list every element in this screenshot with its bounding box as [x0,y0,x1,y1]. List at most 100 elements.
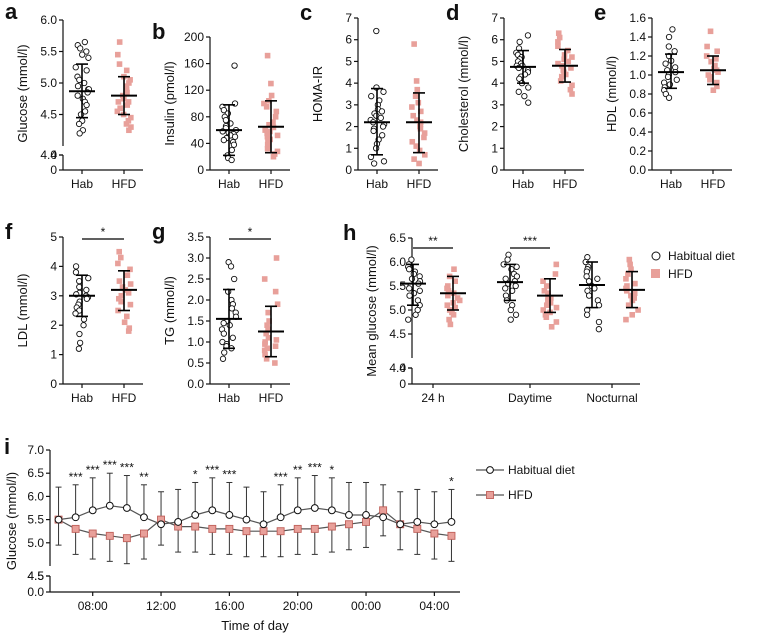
hab-point [310,504,319,512]
hab-point [74,92,81,99]
hfd-point [262,351,268,358]
hab-point [231,133,239,140]
legend-hfd-label: HFD [508,488,533,502]
hfd-point [263,330,269,337]
hfd-point [128,124,134,130]
significance-label: *** [308,461,322,475]
hab-point [225,511,234,519]
hfd-point [123,67,130,74]
hab-point [380,158,388,165]
hfd-point [264,322,270,328]
hab-point [79,51,86,58]
hab-point [219,355,227,362]
y-tick-label: 7 [491,11,498,25]
hfd-point [411,156,417,162]
hab-point [405,266,413,273]
y-axis-title: Glucose (mmol/l) [15,44,30,142]
hfd-point [379,506,388,515]
y-tick-label: 4.5 [40,108,57,122]
hfd-point [272,360,278,366]
y-tick-label: 5.0 [389,303,406,317]
hab-point [379,513,388,522]
x-tick-label: 16:00 [214,599,244,613]
hfd-point [262,341,268,347]
significance-label: *** [69,470,83,484]
hfd-point [421,130,428,136]
hab-point [370,127,377,135]
hab-point [512,311,520,318]
x-tick-label: 08:00 [78,599,108,613]
hfd-point [555,43,561,50]
y-tick-label: 0 [197,163,204,177]
y-tick-label: 1.2 [629,49,646,63]
hfd-point [714,48,720,55]
y-tick-label: 3 [491,98,498,112]
hfd-point [268,92,275,99]
hab-point [416,287,423,294]
hfd-point [714,83,720,90]
hab-point [83,48,90,55]
hfd-point [225,524,234,533]
hfd-point [261,276,268,282]
hfd-point [71,524,80,533]
hfd-point [117,105,123,111]
y-axis-title: HDL (mmol/l) [604,56,619,132]
hfd-point [632,280,638,287]
category-label: HFD [259,391,284,405]
category-label: Nocturnal [586,391,637,405]
hfd-point [713,56,719,62]
y-tick-label: 1.5 [187,314,204,328]
hfd-point [413,143,420,149]
hfd-point [414,86,421,93]
significance-label: *** [523,234,537,248]
hfd-point [293,524,302,533]
hfd-point [548,295,554,301]
hfd-point [713,79,720,86]
hab-point [362,511,370,519]
legend-hab-marker [651,251,661,261]
y-tick-label: 0 [50,163,57,177]
y-tick-label: 4 [345,76,352,90]
panel-e: e 0.0 0.2 0.4 0.6 0.8 1.0 1.2 1.4 1.6 HDL (mmol/l)… [594,0,732,191]
hfd-point [273,108,280,115]
hab-point [76,330,83,338]
hfd-point [417,125,424,132]
hfd-point [569,91,575,97]
hab-point [220,107,228,114]
hab-point [413,518,422,526]
hfd-point [114,108,121,115]
hab-point [662,60,669,67]
hfd-point [262,127,268,133]
hfd-point [452,304,459,311]
hfd-point [703,53,710,59]
hfd-point [128,114,134,121]
hfd-point [115,260,121,267]
panel-label: i [4,434,10,459]
y-tick-label: 5.0 [27,536,44,550]
significance-label: *** [120,461,134,475]
hab-point [72,263,80,270]
hfd-point [557,78,564,84]
hab-point [373,27,380,35]
panel-label: e [594,0,606,25]
hab-point [512,282,519,290]
hfd-point [626,256,633,263]
hab-point [525,84,532,91]
hfd-point [265,335,272,341]
hab-point [140,513,148,522]
hab-point [372,145,380,152]
hfd-point [127,301,134,308]
hab-point [405,316,412,323]
hfd-point [116,39,123,45]
hfd-point [125,328,132,334]
category-label: HFD [112,391,137,405]
hfd-point [123,313,130,320]
hfd-point [422,152,428,158]
hab-point [76,277,83,285]
hfd-point [266,121,272,128]
panel-c: c 0 1 2 3 4 5 6 7 HOMA-IR Hab HFD [300,0,438,191]
y-tick-label: 5.5 [27,513,44,527]
legend-hfd-marker [651,269,660,278]
hab-point [507,316,514,323]
